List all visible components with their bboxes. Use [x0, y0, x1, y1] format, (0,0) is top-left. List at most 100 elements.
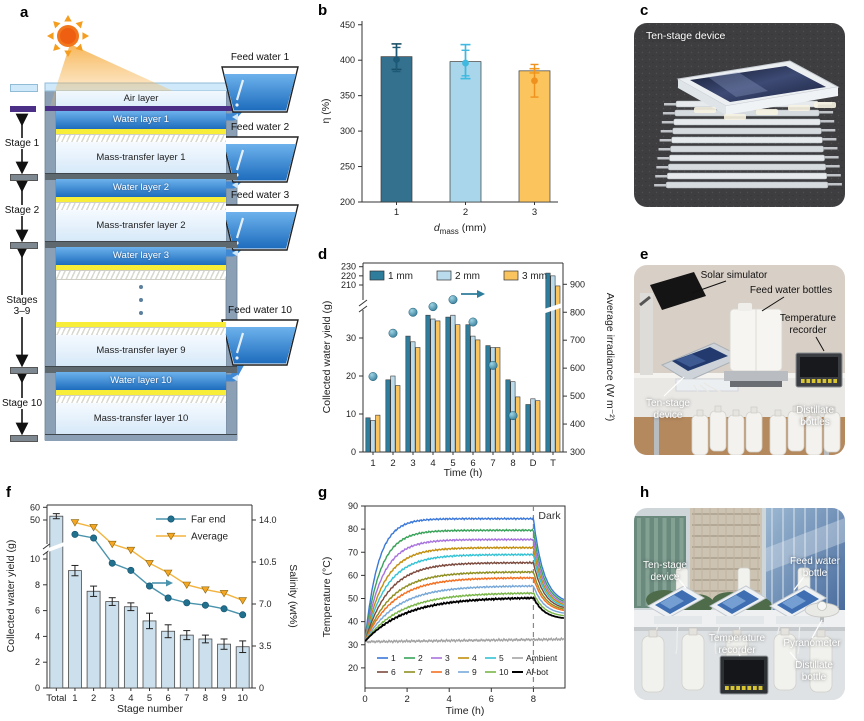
temperature-recorder-label-e: Temperature recorder	[779, 313, 837, 336]
svg-text:Far end: Far end	[191, 515, 225, 526]
svg-text:T: T	[550, 458, 556, 469]
svg-text:60: 60	[348, 570, 358, 580]
svg-text:2 mm: 2 mm	[455, 271, 480, 282]
svg-text:7: 7	[184, 693, 189, 704]
svg-text:8: 8	[531, 694, 536, 705]
svg-text:Salinity (wt%): Salinity (wt%)	[287, 564, 299, 628]
separator-key-3	[10, 367, 38, 374]
stage-yield-salinity-chart: 0 2 4 6 8 10 50 60 0 3.5 7.0 10.5 14.0 Collected wate…	[5, 502, 299, 715]
svg-text:400: 400	[570, 419, 585, 429]
hydrophilic-strip-10	[56, 390, 226, 395]
svg-text:10: 10	[346, 409, 356, 419]
svg-text:2: 2	[91, 693, 96, 704]
temperature-time-chart: 20 30 40 50 60 70 80 90 0 2 4 6 8 Temperature (°C) Tim…	[321, 501, 566, 717]
svg-text:80: 80	[348, 524, 358, 534]
legend: 1 2 3 4 5 Ambient 6 7 8 9 10 Al-bot	[377, 653, 558, 677]
feed-water-2-label: Feed water 2	[230, 122, 290, 133]
svg-text:Collected water yield (g): Collected water yield (g)	[5, 540, 17, 653]
svg-text:900: 900	[570, 279, 585, 289]
svg-text:1: 1	[394, 207, 399, 218]
svg-text:30: 30	[346, 333, 356, 343]
svg-text:250: 250	[340, 162, 355, 172]
distillate-bottles-label: Distillate bottles	[796, 405, 834, 428]
svg-text:400: 400	[340, 55, 355, 65]
feed-water-1-label: Feed water 1	[230, 52, 290, 63]
svg-text:5: 5	[147, 693, 152, 704]
panel-label-a: a	[20, 4, 29, 21]
svg-text:0: 0	[259, 683, 264, 693]
mass-transfer-layer-1: Mass-transfer layer 1	[56, 142, 226, 173]
svg-text:6: 6	[35, 606, 40, 616]
svg-text:4: 4	[128, 693, 133, 704]
svg-text:2: 2	[404, 694, 409, 705]
panel-label-h: h	[640, 484, 650, 501]
svg-text:Temperature (°C): Temperature (°C)	[321, 557, 333, 638]
svg-text:3: 3	[110, 693, 115, 704]
separator-key-1	[10, 174, 38, 181]
svg-text:800: 800	[570, 307, 585, 317]
svg-text:3: 3	[445, 653, 450, 663]
svg-text:600: 600	[570, 363, 585, 373]
device-foil	[660, 342, 744, 392]
outdoor-device	[769, 567, 827, 655]
svg-text:230: 230	[341, 262, 356, 272]
svg-text:4: 4	[472, 653, 477, 663]
svg-text:30: 30	[348, 640, 358, 650]
legend: Far end Average	[156, 515, 229, 543]
feed-water-bottles-label: Feed water bottles	[749, 285, 833, 296]
svg-text:1: 1	[370, 458, 375, 469]
panel-label-f: f	[6, 484, 11, 501]
svg-text:10.5: 10.5	[259, 557, 277, 567]
svg-text:220: 220	[341, 271, 356, 281]
air-layer-label: Air layer	[56, 91, 226, 106]
svg-text:Collected water yield (g): Collected water yield (g)	[321, 301, 333, 414]
feed-water-10-label: Feed water 10	[228, 305, 292, 316]
svg-text:2: 2	[35, 657, 40, 667]
svg-text:10: 10	[499, 667, 509, 677]
hydrophilic-strip-3	[56, 265, 226, 270]
svg-text:3 mm: 3 mm	[522, 271, 547, 282]
svg-text:50: 50	[348, 594, 358, 604]
separator-key-2	[10, 242, 38, 249]
svg-text:4: 4	[447, 694, 452, 705]
bottom-plate	[45, 434, 237, 441]
svg-text:0: 0	[35, 683, 40, 693]
svg-text:0: 0	[362, 694, 367, 705]
svg-text:14.0: 14.0	[259, 515, 277, 525]
svg-text:10: 10	[237, 693, 248, 704]
photo-indoor-setup: Solar simulator Feed water bottles Tempe…	[634, 265, 845, 455]
svg-text:500: 500	[570, 391, 585, 401]
legend: 1 mm 2 mm 3 mm	[369, 270, 547, 282]
photo-ten-stage-device: Ten-stage device	[634, 23, 845, 207]
svg-text:2: 2	[390, 458, 395, 469]
pyranometer-label: Pyranometer	[783, 638, 841, 649]
device-schematic	[15, 15, 299, 441]
svg-text:Dark: Dark	[538, 510, 561, 522]
panel-label-e: e	[640, 246, 649, 263]
temperature-curves	[365, 516, 565, 644]
photo-outdoor-setup: Ten-stage device Feed water bottle Tempe…	[634, 508, 845, 700]
feed-water-bottle-label: Feed water bottle	[789, 556, 841, 579]
panel-label-b: b	[318, 2, 328, 19]
svg-text:9: 9	[221, 693, 226, 704]
svg-text:Average: Average	[191, 532, 229, 543]
feed-water-container	[221, 136, 299, 189]
svg-text:η (%): η (%)	[320, 98, 332, 123]
svg-text:3.5: 3.5	[259, 641, 272, 651]
ten-stage-device-label-h: Ten-stage device	[643, 560, 687, 583]
svg-text:6: 6	[391, 667, 396, 677]
stages-3-9-label: Stages 3–9	[0, 295, 44, 317]
svg-text:2: 2	[418, 653, 423, 663]
outdoor-device	[647, 567, 705, 655]
svg-text:90: 90	[348, 501, 358, 511]
svg-text:7: 7	[490, 458, 495, 469]
separator-9	[45, 366, 237, 373]
svg-text:210: 210	[341, 280, 356, 290]
svg-text:6: 6	[489, 694, 494, 705]
svg-text:D: D	[530, 458, 537, 469]
svg-text:8: 8	[445, 667, 450, 677]
mass-transfer-layer-9: Mass-transfer layer 9	[56, 335, 226, 366]
svg-text:Al-bot: Al-bot	[526, 667, 549, 677]
ten-stage-device-label-e: Ten-stage device	[646, 398, 690, 421]
stage-10-label: Stage 10	[0, 398, 44, 409]
